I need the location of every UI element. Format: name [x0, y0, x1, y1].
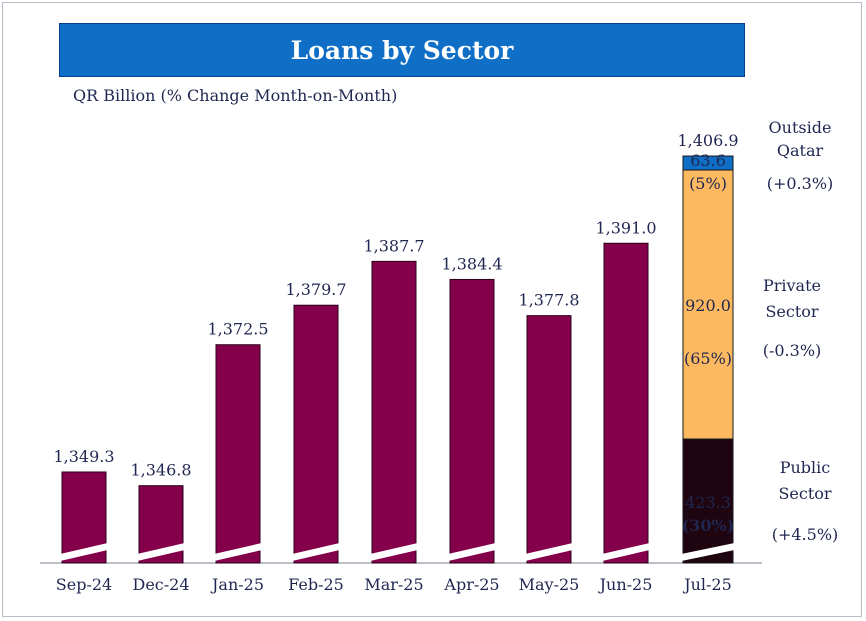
- value-label-Jun-25: 1,391.0: [595, 218, 656, 237]
- value-label-Jul-25: 1,406.9: [677, 131, 738, 150]
- segment-share-outside-qatar: (5%): [689, 174, 727, 193]
- bar-segment-outside-qatar: [682, 155, 734, 171]
- value-label-May-25: 1,377.8: [518, 291, 579, 310]
- segment-label-private-sector: 920.0: [685, 296, 731, 315]
- axis-break-Jan-25: [211, 542, 265, 562]
- bar-segment-private-sector: [682, 169, 734, 440]
- segment-share-public-sector: (30%): [682, 516, 735, 535]
- bar-Mar-25: [371, 260, 417, 564]
- legend-label-0-line-1: Qatar: [777, 141, 824, 160]
- legend-change-2: (+4.5%): [772, 525, 839, 544]
- legend-label-2-line-1: Sector: [778, 484, 831, 503]
- legend-change-0: (+0.3%): [767, 174, 834, 193]
- bar-Jun-25: [603, 242, 649, 564]
- segment-label-outside-qatar: 63.6: [690, 151, 726, 170]
- segment-label-public-sector: 423.3: [685, 493, 731, 512]
- segment-share-private-sector: (65%): [684, 349, 732, 368]
- category-label-Jan-25: Jan-25: [210, 575, 264, 594]
- category-label-Jun-25: Jun-25: [598, 575, 653, 594]
- axis-break-Mar-25: [367, 542, 421, 562]
- bar-May-25: [526, 315, 572, 564]
- category-label-Feb-25: Feb-25: [288, 575, 344, 594]
- value-label-Apr-25: 1,384.4: [441, 254, 502, 273]
- axis-break-Feb-25: [289, 542, 343, 562]
- category-label-May-25: May-25: [519, 575, 580, 594]
- bar-Feb-25: [293, 304, 339, 564]
- legend-label-0-line-0: Outside: [769, 118, 832, 137]
- legend-label-2-line-0: Public: [780, 458, 831, 477]
- bar-segment-public-sector: [682, 438, 734, 564]
- category-label-Dec-24: Dec-24: [132, 575, 189, 594]
- axis-break-Sep-24: [57, 542, 111, 562]
- legend-label-1-line-0: Private: [763, 276, 821, 295]
- bar-Sep-24: [61, 471, 107, 564]
- axis-break-Dec-24: [134, 542, 188, 562]
- value-label-Jan-25: 1,372.5: [207, 320, 268, 339]
- category-label-Mar-25: Mar-25: [364, 575, 423, 594]
- axis-break-Jul-25: [678, 542, 738, 562]
- axis-break-Apr-25: [445, 542, 499, 562]
- axis-break-Jun-25: [599, 542, 653, 562]
- category-label-Jul-25: Jul-25: [682, 575, 732, 594]
- category-label-Sep-24: Sep-24: [56, 575, 112, 594]
- value-label-Sep-24: 1,349.3: [53, 447, 114, 466]
- value-label-Dec-24: 1,346.8: [130, 461, 191, 480]
- bar-Jan-25: [215, 344, 261, 564]
- value-label-Feb-25: 1,379.7: [285, 280, 346, 299]
- chart-subtitle: QR Billion (% Change Month-on-Month): [73, 86, 398, 105]
- legend-change-1: (-0.3%): [763, 341, 822, 360]
- legend-label-1-line-1: Sector: [765, 302, 818, 321]
- bar-Apr-25: [449, 278, 495, 564]
- chart-title: Loans by Sector: [59, 23, 745, 77]
- category-label-Apr-25: Apr-25: [443, 575, 499, 594]
- axis-break-May-25: [522, 542, 576, 562]
- value-label-Mar-25: 1,387.7: [363, 236, 424, 255]
